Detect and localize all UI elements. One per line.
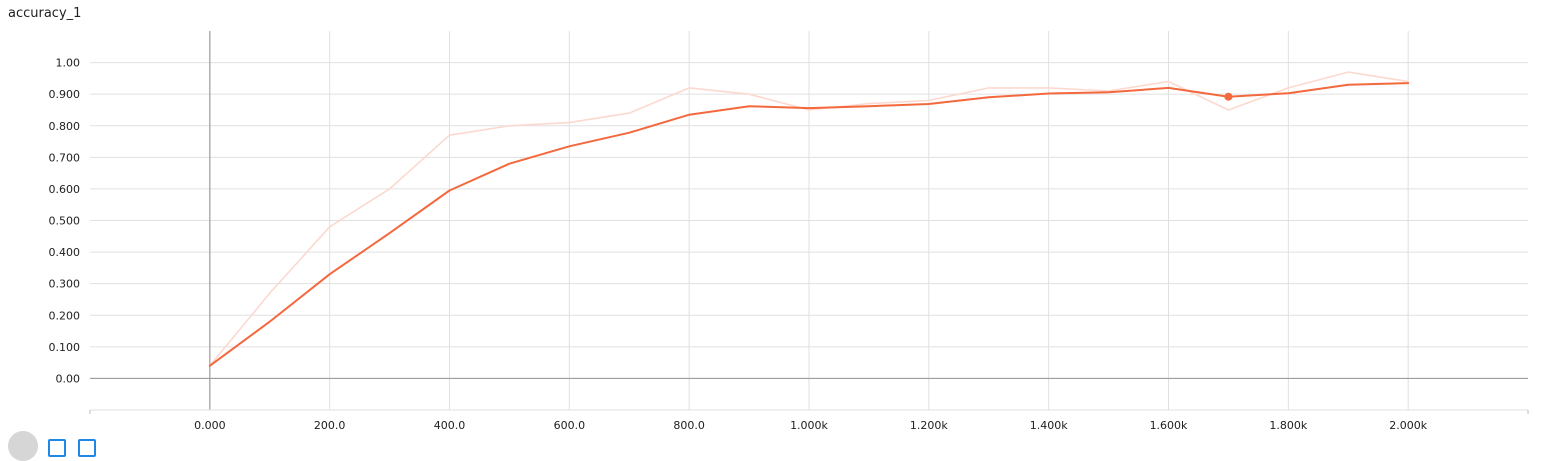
y-tick-label-8: 0.800 (49, 120, 81, 133)
toggle-log-scale-button[interactable] (48, 439, 66, 457)
x-tick-label-0: 0.000 (194, 419, 226, 432)
chart-title: accuracy_1 (8, 6, 82, 21)
y-tick-label-2: 0.200 (49, 309, 81, 322)
grid (90, 31, 1528, 410)
x-tick-label-1: 200.0 (314, 419, 346, 432)
x-tick-label-4: 800.0 (673, 419, 705, 432)
y-tick-label-6: 0.600 (49, 183, 81, 196)
x-tick-label-9: 1.800k (1269, 419, 1307, 432)
x-tick-label-3: 600.0 (554, 419, 586, 432)
series-line-smoothed (208, 82, 1410, 367)
y-tick-label-9: 0.900 (49, 88, 81, 101)
x-tick-label-10: 2.000k (1389, 419, 1427, 432)
y-tick-label-4: 0.400 (49, 246, 81, 259)
y-tick-label-10: 1.00 (56, 57, 81, 70)
line-chart: 0.000 200.0 400.0 600.0 800.0 1.000k 1.200k 1.4… (49, 31, 1529, 432)
x-tick-label-2: 400.0 (434, 419, 466, 432)
x-tick-label-8: 1.600k (1150, 419, 1188, 432)
x-tick-label-5: 1.000k (790, 419, 828, 432)
expand-button[interactable] (8, 431, 38, 461)
x-axis-ticks: 0.000 200.0 400.0 600.0 800.0 1.000k 1.200k 1.4… (194, 419, 1428, 432)
chart-controls (8, 431, 108, 461)
y-tick-label-3: 0.300 (49, 278, 81, 291)
y-axis-ticks: 0.00 0.100 0.200 0.300 0.400 0.500 0.600 0.700 0… (49, 57, 81, 386)
y-tick-label-0: 0.00 (56, 372, 81, 385)
series-lines (208, 71, 1410, 367)
axes (89, 31, 1529, 414)
series-line-raw (209, 71, 1409, 367)
x-tick-label-7: 1.400k (1030, 419, 1068, 432)
x-tick-label-6: 1.200k (910, 419, 948, 432)
y-tick-label-5: 0.500 (49, 215, 81, 228)
toggle-data-selection-button[interactable] (78, 439, 96, 457)
highlight-marks (1224, 92, 1233, 101)
y-tick-label-1: 0.100 (49, 341, 81, 354)
y-tick-label-7: 0.700 (49, 151, 81, 164)
highlight-point (1224, 92, 1233, 101)
